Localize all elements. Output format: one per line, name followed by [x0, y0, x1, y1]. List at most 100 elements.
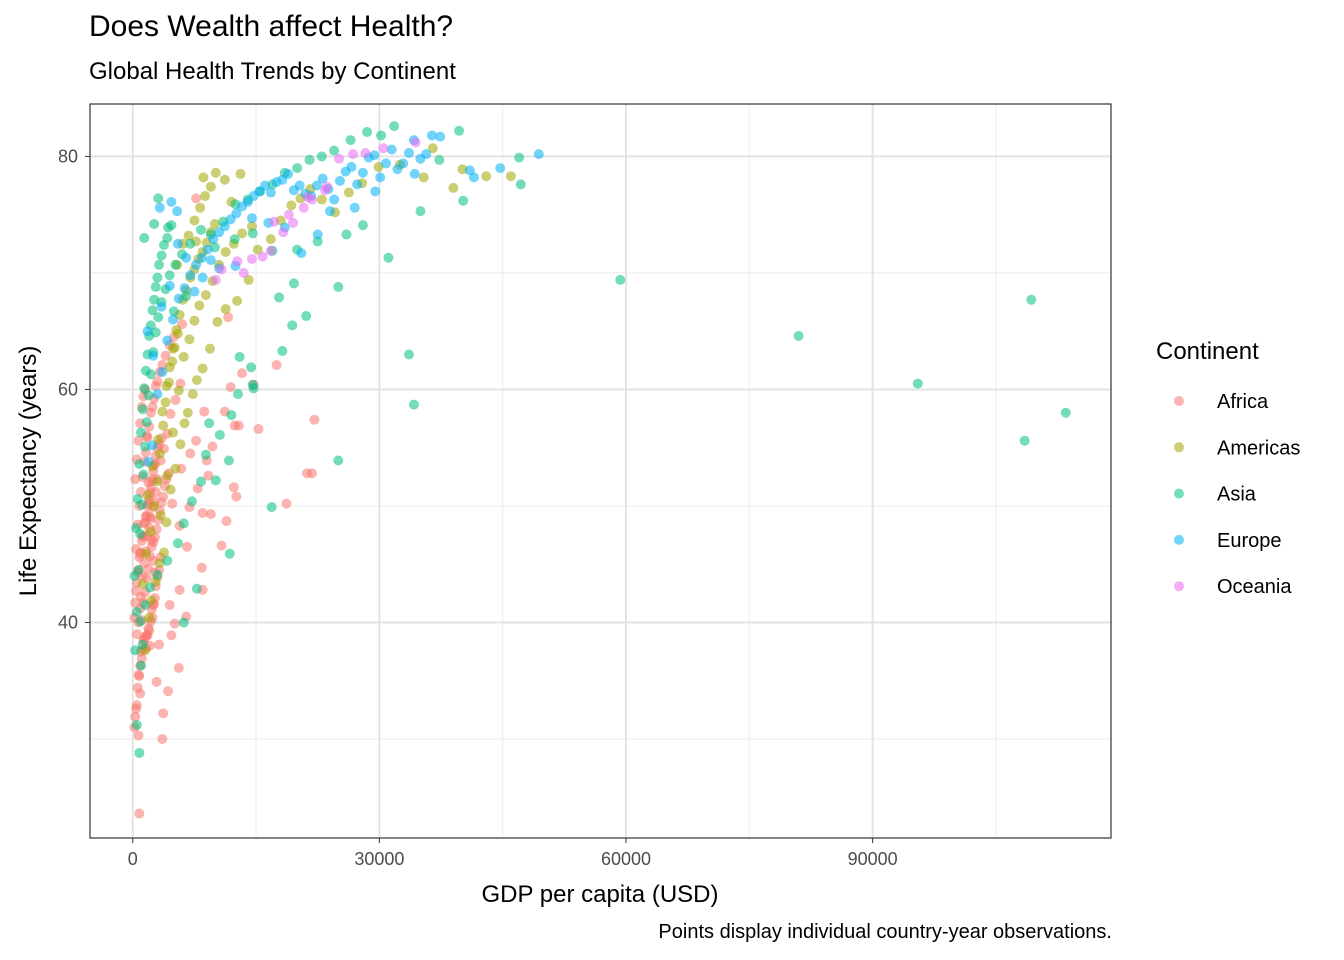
data-point-asia: [135, 528, 146, 539]
data-point-africa: [152, 376, 163, 387]
data-point-asia: [149, 219, 160, 230]
data-point-oceania: [265, 245, 276, 256]
data-point-americas: [265, 234, 276, 245]
data-point-asia: [195, 476, 206, 487]
x-axis-ticks: 0 30000 60000 90000: [128, 838, 898, 869]
data-point-asia: [912, 378, 923, 389]
data-point-europe: [435, 131, 446, 142]
data-point-americas: [167, 356, 178, 367]
data-point-asia: [357, 220, 368, 231]
data-point-asia: [137, 639, 148, 650]
data-point-asia: [178, 518, 189, 529]
data-point-oceania: [269, 216, 280, 227]
data-point-africa: [237, 368, 248, 379]
legend-label-americas: Americas: [1217, 437, 1300, 459]
data-point-asia: [274, 292, 285, 303]
data-point-europe: [162, 335, 173, 346]
data-point-europe: [246, 213, 257, 224]
data-point-americas: [243, 274, 254, 285]
y-tick-label: 60: [58, 379, 78, 399]
data-point-asia: [147, 305, 158, 316]
x-tick-label: 0: [128, 849, 138, 869]
data-point-europe: [231, 208, 242, 219]
data-point-europe: [311, 180, 322, 191]
data-point-asia: [434, 154, 445, 165]
data-point-americas: [448, 182, 459, 193]
legend-key-europe: [1174, 534, 1184, 545]
data-point-americas: [252, 244, 263, 255]
data-point-asia: [178, 617, 189, 628]
data-point-africa: [271, 359, 282, 370]
data-point-asia: [163, 222, 174, 233]
data-point-europe: [166, 196, 177, 207]
data-point-asia: [134, 459, 145, 470]
data-point-asia: [138, 469, 149, 480]
data-point-africa: [134, 671, 145, 682]
data-point-europe: [196, 252, 207, 263]
data-point-asia: [137, 404, 148, 415]
data-point-europe: [185, 270, 196, 281]
data-point-americas: [140, 548, 151, 559]
data-point-asia: [454, 125, 465, 136]
data-point-europe: [173, 293, 184, 304]
data-point-asia: [150, 281, 161, 292]
data-point-africa: [150, 486, 161, 497]
data-point-europe: [370, 186, 381, 197]
data-point-asia: [234, 351, 245, 362]
data-point-asia: [247, 228, 258, 239]
data-point-americas: [155, 510, 166, 521]
data-point-africa: [158, 708, 169, 719]
data-point-americas: [178, 351, 189, 362]
data-point-americas: [172, 328, 183, 339]
data-point-europe: [317, 173, 328, 184]
data-point-asia: [172, 538, 183, 549]
data-point-asia: [133, 565, 144, 576]
data-point-americas: [184, 334, 195, 345]
data-point-africa: [165, 408, 176, 419]
data-point-africa: [216, 540, 227, 551]
data-point-africa: [281, 498, 292, 509]
data-point-africa: [147, 401, 158, 412]
data-point-africa: [164, 599, 175, 610]
data-point-africa: [205, 509, 216, 520]
data-point-asia: [232, 389, 243, 400]
data-point-europe: [346, 161, 357, 172]
data-point-asia: [156, 250, 167, 261]
data-point-africa: [163, 686, 174, 697]
legend-key-africa: [1174, 396, 1184, 406]
data-point-oceania: [246, 253, 257, 264]
data-point-europe: [349, 202, 360, 213]
data-point-asia: [345, 135, 356, 146]
y-axis-title: Life Expectancy (years): [15, 346, 42, 597]
data-point-americas: [161, 517, 172, 528]
data-point-americas: [189, 315, 200, 326]
data-point-oceania: [302, 192, 313, 203]
data-point-americas: [144, 612, 155, 623]
data-point-europe: [208, 234, 219, 245]
data-point-africa: [231, 491, 242, 502]
data-point-oceania: [288, 217, 299, 228]
data-point-americas: [169, 342, 180, 353]
data-point-africa: [173, 662, 184, 673]
data-point-americas: [194, 300, 205, 311]
data-point-asia: [403, 349, 414, 360]
data-point-africa: [130, 474, 141, 485]
data-point-europe: [380, 158, 391, 169]
data-point-asia: [247, 379, 258, 390]
data-point-asia: [141, 417, 152, 428]
data-point-europe: [334, 175, 345, 186]
data-point-americas: [162, 470, 173, 481]
data-point-asia: [277, 345, 288, 356]
data-point-asia: [301, 311, 312, 322]
data-point-europe: [329, 194, 340, 205]
data-point-asia: [131, 719, 142, 730]
y-axis-ticks: 40 60 80: [58, 146, 90, 632]
data-point-africa: [228, 482, 239, 493]
data-point-americas: [418, 172, 429, 183]
y-tick-label: 40: [58, 612, 78, 632]
data-point-asia: [131, 606, 142, 617]
data-point-europe: [197, 272, 208, 283]
data-point-africa: [160, 350, 171, 361]
data-point-asia: [135, 660, 146, 671]
data-point-americas: [187, 389, 198, 400]
